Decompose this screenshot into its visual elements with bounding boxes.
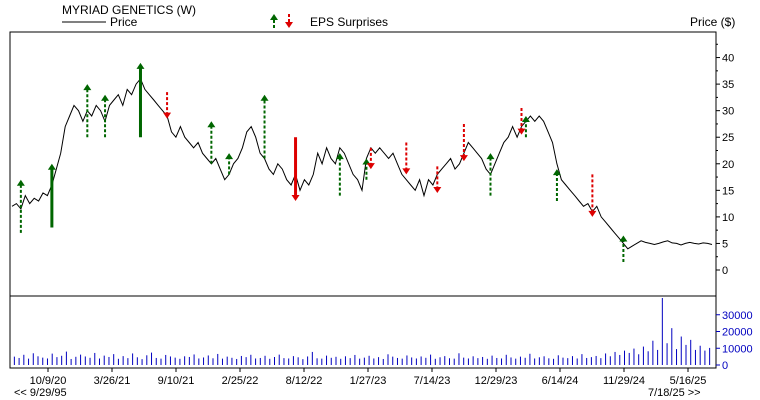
x-tick-label: 7/14/23 (414, 375, 451, 387)
price-tick-label: 40 (722, 53, 734, 65)
range-end-label: 7/18/25 >> (648, 387, 701, 399)
legend-down-arrow-head (285, 22, 293, 28)
price-tick-label: 30 (722, 106, 734, 118)
price-tick-label: 15 (722, 185, 734, 197)
price-tick-label: 25 (722, 132, 734, 144)
price-tick-label: 10 (722, 212, 734, 224)
eps-up-arrow-head (260, 94, 269, 101)
price-tick-label: 0 (722, 265, 728, 277)
x-tick-label: 3/26/21 (94, 375, 131, 387)
eps-down-arrow-head (459, 155, 468, 162)
eps-down-arrow-head (366, 163, 375, 170)
eps-legend-down-arrow (285, 14, 293, 28)
price-tick-label: 5 (722, 238, 728, 250)
price-axis-title: Price ($) (690, 15, 735, 29)
eps-up-arrow-head (16, 179, 25, 186)
eps-up-arrow-head (136, 62, 145, 69)
eps-up-arrow-head (83, 84, 92, 91)
volume-tick-label: 20000 (722, 327, 753, 339)
x-tick-label: 11/29/24 (603, 375, 645, 387)
chart-title: MYRIAD GENETICS (W) (62, 3, 196, 17)
volume-bars (13, 298, 711, 365)
eps-up-arrow-head (619, 235, 628, 242)
volume-tick-label: 30000 (722, 310, 753, 322)
eps-up-arrow-head (335, 153, 344, 160)
eps-down-arrow-head (433, 186, 442, 193)
x-axis: 10/9/20 3/26/21 9/10/21 2/25/22 8/12/22 1/27/… (30, 368, 707, 387)
legend-up-arrow-head (270, 14, 278, 20)
eps-legend-up-arrow (270, 14, 278, 28)
volume-tick-label: 10000 (722, 343, 753, 355)
x-tick-label: 9/10/21 (158, 375, 195, 387)
eps-down-arrow-head (517, 128, 526, 135)
eps-up-arrow-head (552, 169, 561, 176)
eps-up-arrow-head (101, 94, 110, 101)
range-start-label: << 9/29/95 (14, 387, 67, 399)
eps-up-arrow-head (207, 121, 216, 128)
eps-markers (16, 62, 628, 263)
x-tick-label: 5/16/25 (670, 375, 707, 387)
eps-up-arrow-head (47, 163, 56, 170)
eps-up-arrow-head (225, 153, 234, 160)
eps-down-arrow-head (291, 194, 300, 201)
x-tick-label: 6/14/24 (542, 375, 579, 387)
volume-axis: 30000 20000 10000 0 (716, 310, 753, 372)
price-tick-label: 35 (722, 79, 734, 91)
eps-up-arrow-head (486, 153, 495, 160)
eps-up-arrow-head (521, 115, 530, 122)
eps-down-arrow-head (588, 210, 597, 217)
eps-down-arrow-head (163, 112, 172, 119)
eps-legend-label: EPS Surprises (310, 15, 388, 29)
x-tick-label: 1/27/23 (350, 375, 387, 387)
x-tick-label: 8/12/22 (286, 375, 323, 387)
eps-down-arrow-head (402, 168, 411, 175)
price-tick-label: 20 (722, 159, 734, 171)
volume-tick-label: 0 (722, 360, 728, 372)
x-tick-label: 12/29/23 (475, 375, 518, 387)
eps-up-arrow-head (362, 158, 371, 165)
x-tick-label: 10/9/20 (30, 375, 67, 387)
x-tick-label: 2/25/22 (222, 375, 259, 387)
price-legend-label: Price (110, 15, 138, 29)
price-line (11, 77, 713, 250)
price-axis: 40 35 30 25 20 15 10 5 0 (716, 43, 734, 277)
